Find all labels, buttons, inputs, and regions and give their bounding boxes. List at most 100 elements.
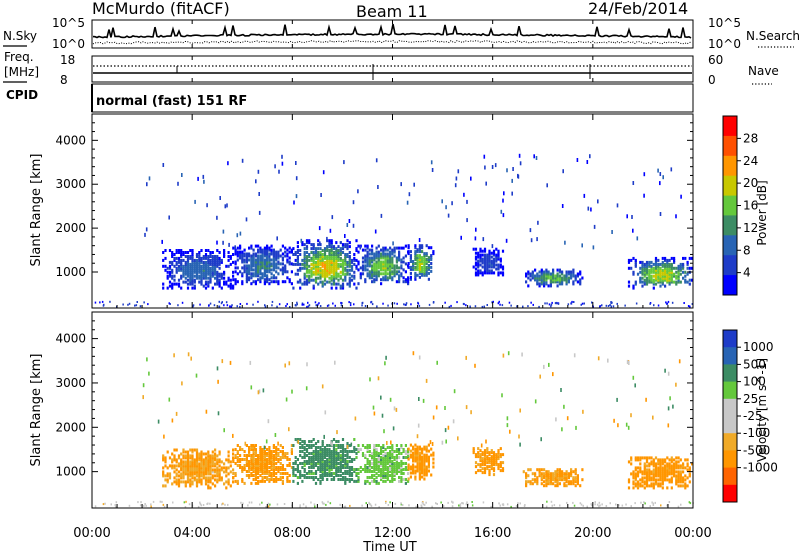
heatmap-cell <box>175 256 178 260</box>
heatmap-cell <box>217 379 219 384</box>
heatmap-cell <box>227 482 230 486</box>
heatmap-cell <box>369 503 372 506</box>
heatmap-cell <box>218 470 221 474</box>
heatmap-cell <box>261 454 264 457</box>
heatmap-cell <box>553 504 556 507</box>
heatmap-cell <box>314 450 318 453</box>
heatmap-cell <box>661 280 664 284</box>
heatmap-cell <box>466 218 468 223</box>
heatmap-cell <box>677 505 680 508</box>
heatmap-cell <box>667 300 670 303</box>
heatmap-cell <box>218 450 221 454</box>
heatmap-cell <box>543 270 546 274</box>
heatmap-cell <box>344 245 347 249</box>
heatmap-cell <box>321 249 324 252</box>
heatmap-cell <box>522 470 525 474</box>
heatmap-cell <box>492 461 496 465</box>
heatmap-cell <box>565 282 568 286</box>
heatmap-cell <box>191 280 194 284</box>
heatmap-cell <box>688 501 691 504</box>
heatmap-cell <box>211 251 214 254</box>
heatmap-cell <box>391 256 394 260</box>
heatmap-cell <box>236 450 239 453</box>
heatmap-cell <box>664 266 667 270</box>
heatmap-cell <box>474 273 478 277</box>
heatmap-cell <box>677 270 680 274</box>
freq-label-line2: [MHz] <box>4 65 39 79</box>
heatmap-cell <box>652 476 655 480</box>
heatmap-cell <box>252 466 255 469</box>
heatmap-cell <box>328 276 331 280</box>
heatmap-cell <box>673 462 676 466</box>
heatmap-cell <box>639 470 642 474</box>
heatmap-cell <box>566 416 569 421</box>
heatmap-cell <box>312 255 315 258</box>
heatmap-cell <box>590 503 592 506</box>
heatmap-cell <box>254 268 257 272</box>
colorbar-tick-label: 8 <box>743 243 751 257</box>
heatmap-cell <box>270 476 273 479</box>
heatmap-cell <box>328 253 331 256</box>
heatmap-cell <box>471 504 474 507</box>
heatmap-cell <box>540 270 543 274</box>
heatmap-cell <box>391 456 394 459</box>
heatmap-cell <box>310 444 313 447</box>
heatmap-cell <box>250 472 253 475</box>
heatmap-cell <box>368 454 371 457</box>
heatmap-cell <box>286 303 288 306</box>
heatmap-cell <box>391 444 394 447</box>
heatmap-cell <box>652 474 655 478</box>
heatmap-cell <box>418 461 421 465</box>
heatmap-cell <box>389 466 392 469</box>
heatmap-cell <box>474 255 478 259</box>
heatmap-cell <box>335 450 338 453</box>
heatmap-cell <box>209 466 212 470</box>
heatmap-cell <box>563 404 565 409</box>
heatmap-cell <box>236 452 239 455</box>
heatmap-cell <box>366 460 369 463</box>
heatmap-cell <box>477 259 480 263</box>
heatmap-cell <box>483 467 487 471</box>
heatmap-cell <box>416 461 419 465</box>
heatmap-cell <box>171 464 174 468</box>
heatmap-cell <box>537 220 539 225</box>
heatmap-cell <box>332 476 336 479</box>
heatmap-cell <box>189 266 192 270</box>
heatmap-cell <box>407 479 410 483</box>
heatmap-cell <box>643 480 646 484</box>
x-tick-label: 00:00 <box>674 526 711 541</box>
heatmap-cell <box>301 446 304 449</box>
heatmap-cell <box>682 470 685 474</box>
heatmap-cell <box>195 272 199 276</box>
heatmap-cell <box>204 260 208 264</box>
heatmap-cell <box>184 454 187 458</box>
heatmap-cell <box>654 268 658 272</box>
heatmap-cell <box>290 250 293 254</box>
heatmap-cell <box>393 464 396 467</box>
heatmap-cell <box>245 272 248 276</box>
heatmap-cell <box>384 272 387 276</box>
heatmap-cell <box>214 255 217 258</box>
heatmap-cell <box>549 478 552 482</box>
heatmap-cell <box>248 266 251 270</box>
heatmap-cell <box>150 505 152 508</box>
heatmap-cell <box>444 406 446 410</box>
heatmap-cell <box>393 472 396 475</box>
heatmap-cell <box>679 466 682 470</box>
heatmap-cell <box>224 503 226 506</box>
heatmap-cell <box>380 478 383 481</box>
heatmap-cell <box>227 264 230 268</box>
heatmap-cell <box>337 262 340 266</box>
colorbar-segment <box>723 364 737 382</box>
heatmap-cell <box>189 280 192 284</box>
heatmap-cell <box>402 450 405 453</box>
heatmap-cell <box>188 503 191 506</box>
heatmap-cell <box>344 278 347 282</box>
heatmap-cell <box>682 266 685 270</box>
heatmap-cell <box>677 478 680 482</box>
heatmap-cell <box>495 259 498 263</box>
heatmap-cell <box>661 272 664 276</box>
heatmap-cell <box>380 452 383 455</box>
heatmap-cell <box>549 284 552 288</box>
heatmap-cell <box>640 501 642 504</box>
